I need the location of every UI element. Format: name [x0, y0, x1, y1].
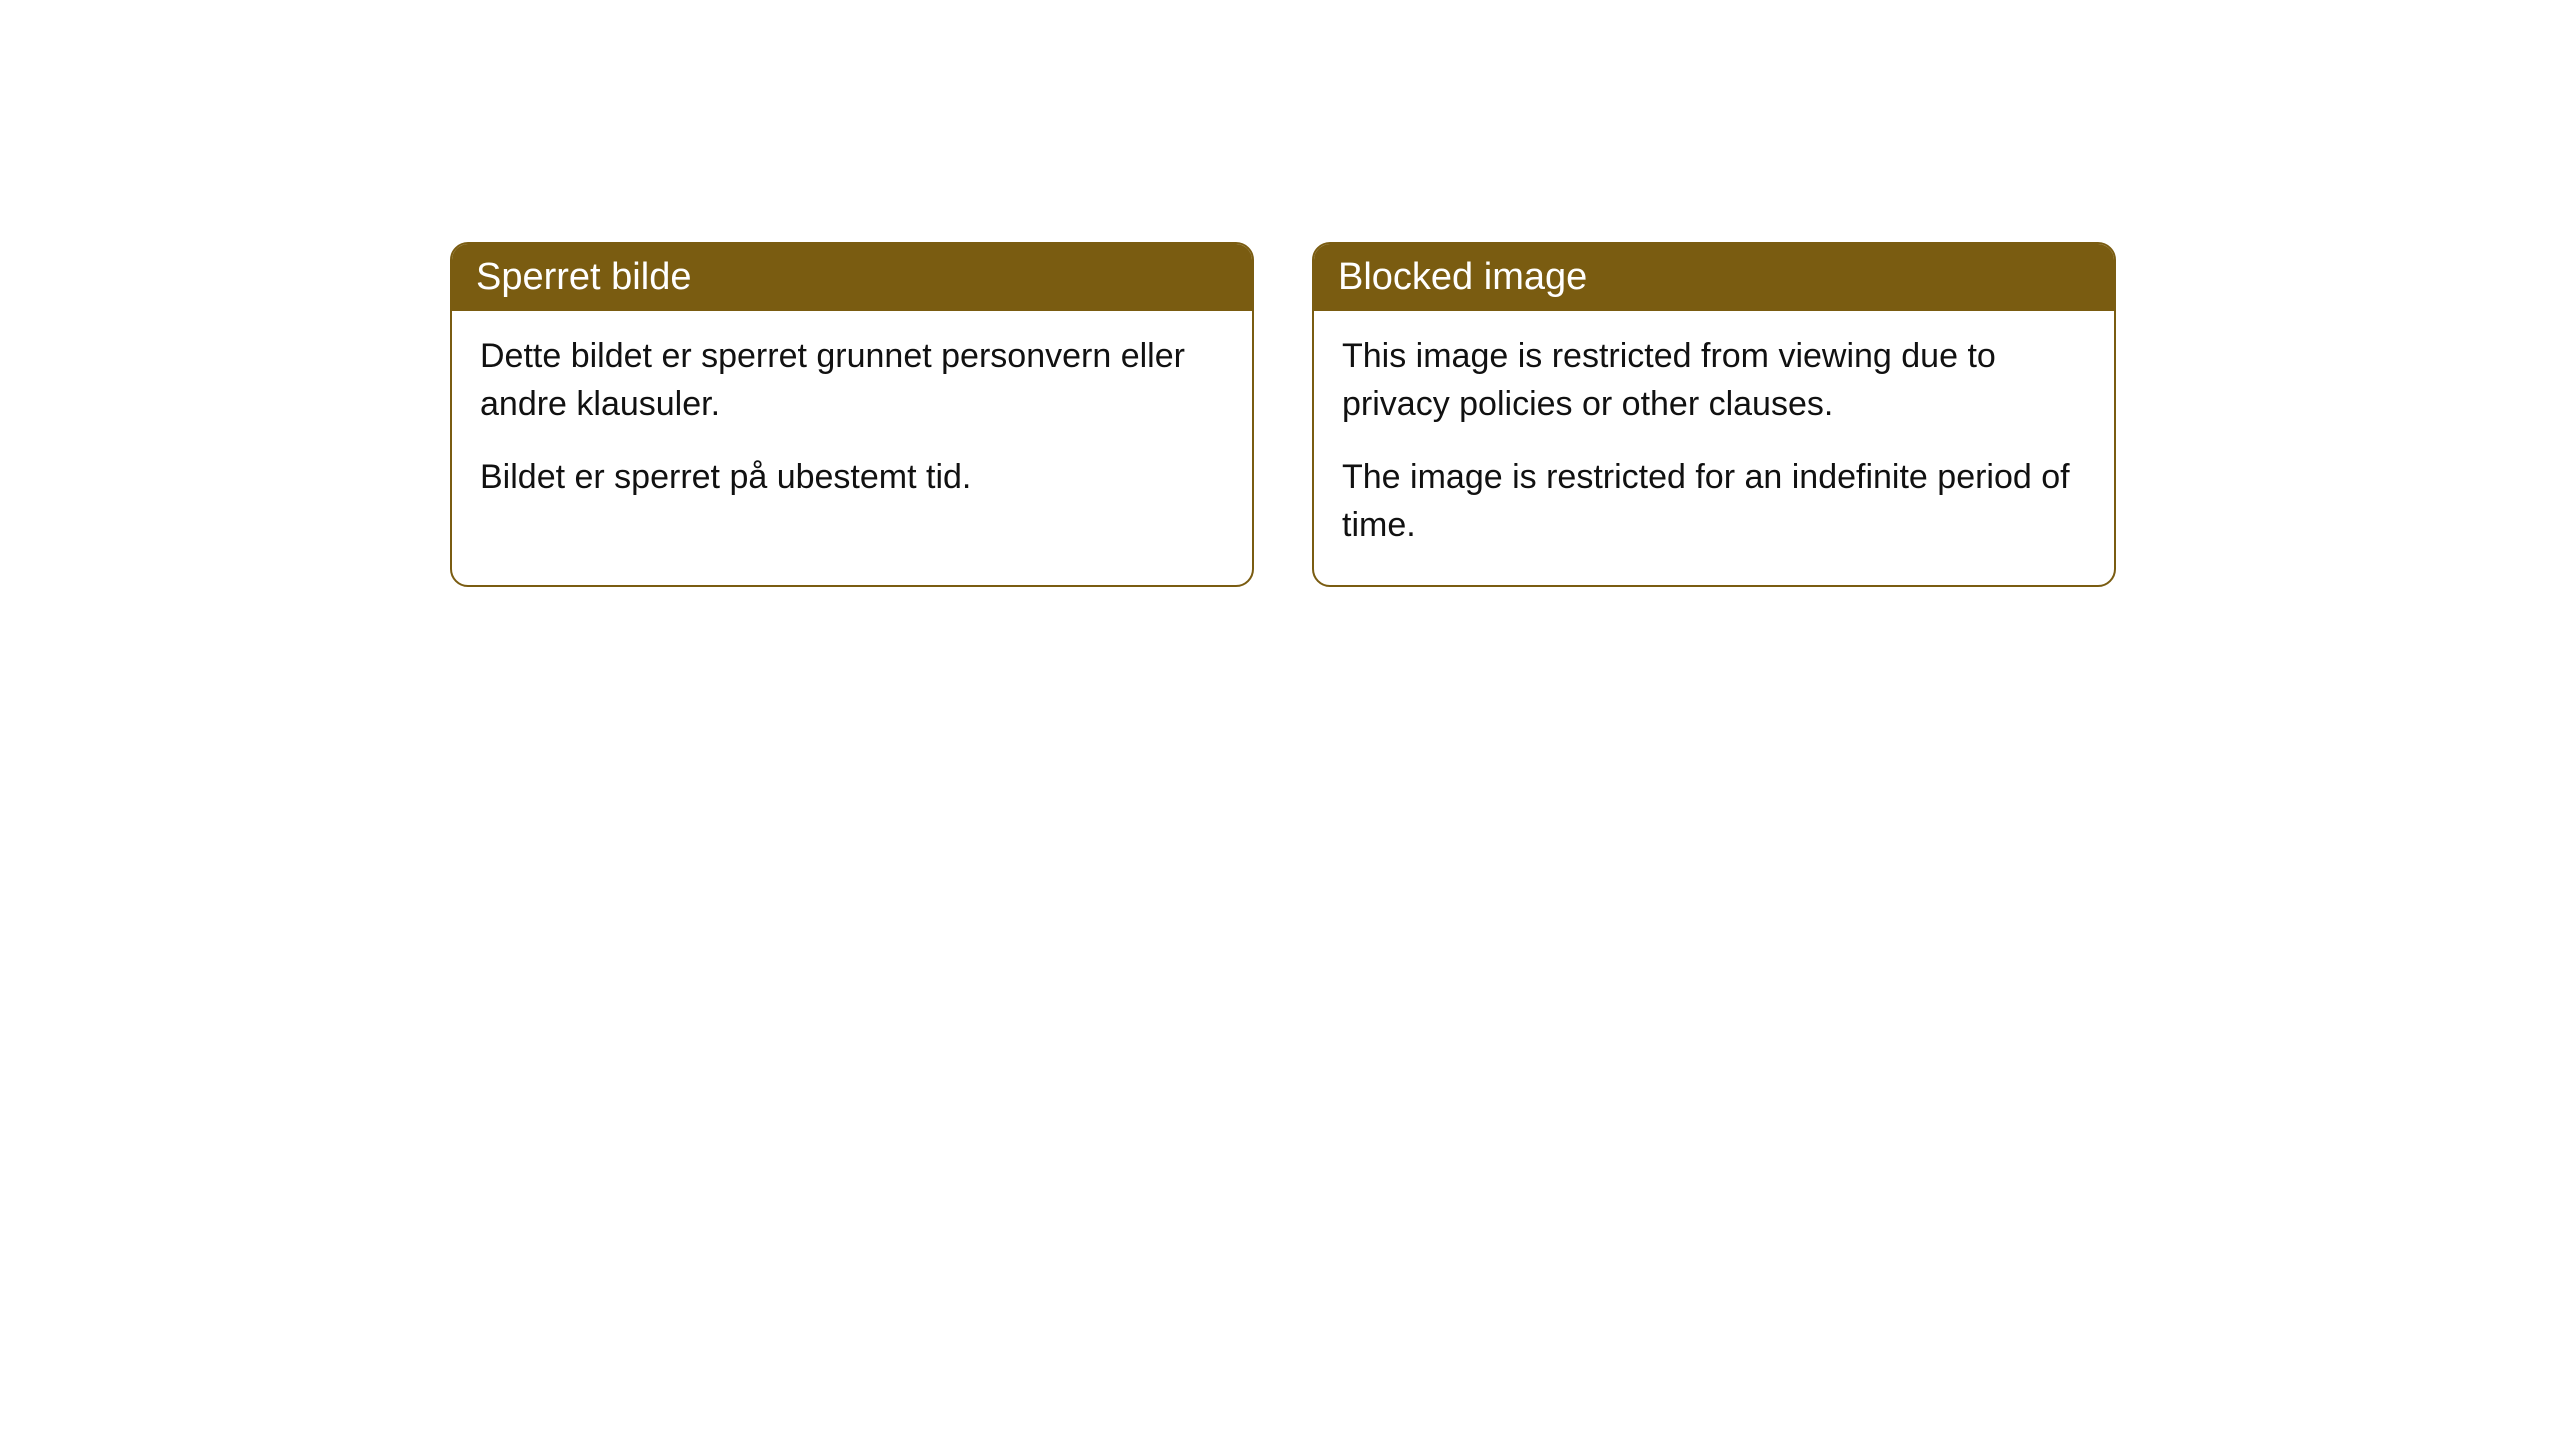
card-paragraph-2: Bildet er sperret på ubestemt tid. — [480, 454, 1224, 502]
card-paragraph-1: This image is restricted from viewing du… — [1342, 333, 2086, 428]
card-header-norwegian: Sperret bilde — [452, 244, 1252, 311]
card-title: Sperret bilde — [476, 256, 691, 298]
card-header-english: Blocked image — [1314, 244, 2114, 311]
card-paragraph-2: The image is restricted for an indefinit… — [1342, 454, 2086, 549]
card-paragraph-1: Dette bildet er sperret grunnet personve… — [480, 333, 1224, 428]
card-body-norwegian: Dette bildet er sperret grunnet personve… — [452, 311, 1252, 538]
card-body-english: This image is restricted from viewing du… — [1314, 311, 2114, 585]
notice-cards-container: Sperret bilde Dette bildet er sperret gr… — [450, 242, 2116, 587]
card-title: Blocked image — [1338, 256, 1587, 298]
blocked-image-card-english: Blocked image This image is restricted f… — [1312, 242, 2116, 587]
blocked-image-card-norwegian: Sperret bilde Dette bildet er sperret gr… — [450, 242, 1254, 587]
